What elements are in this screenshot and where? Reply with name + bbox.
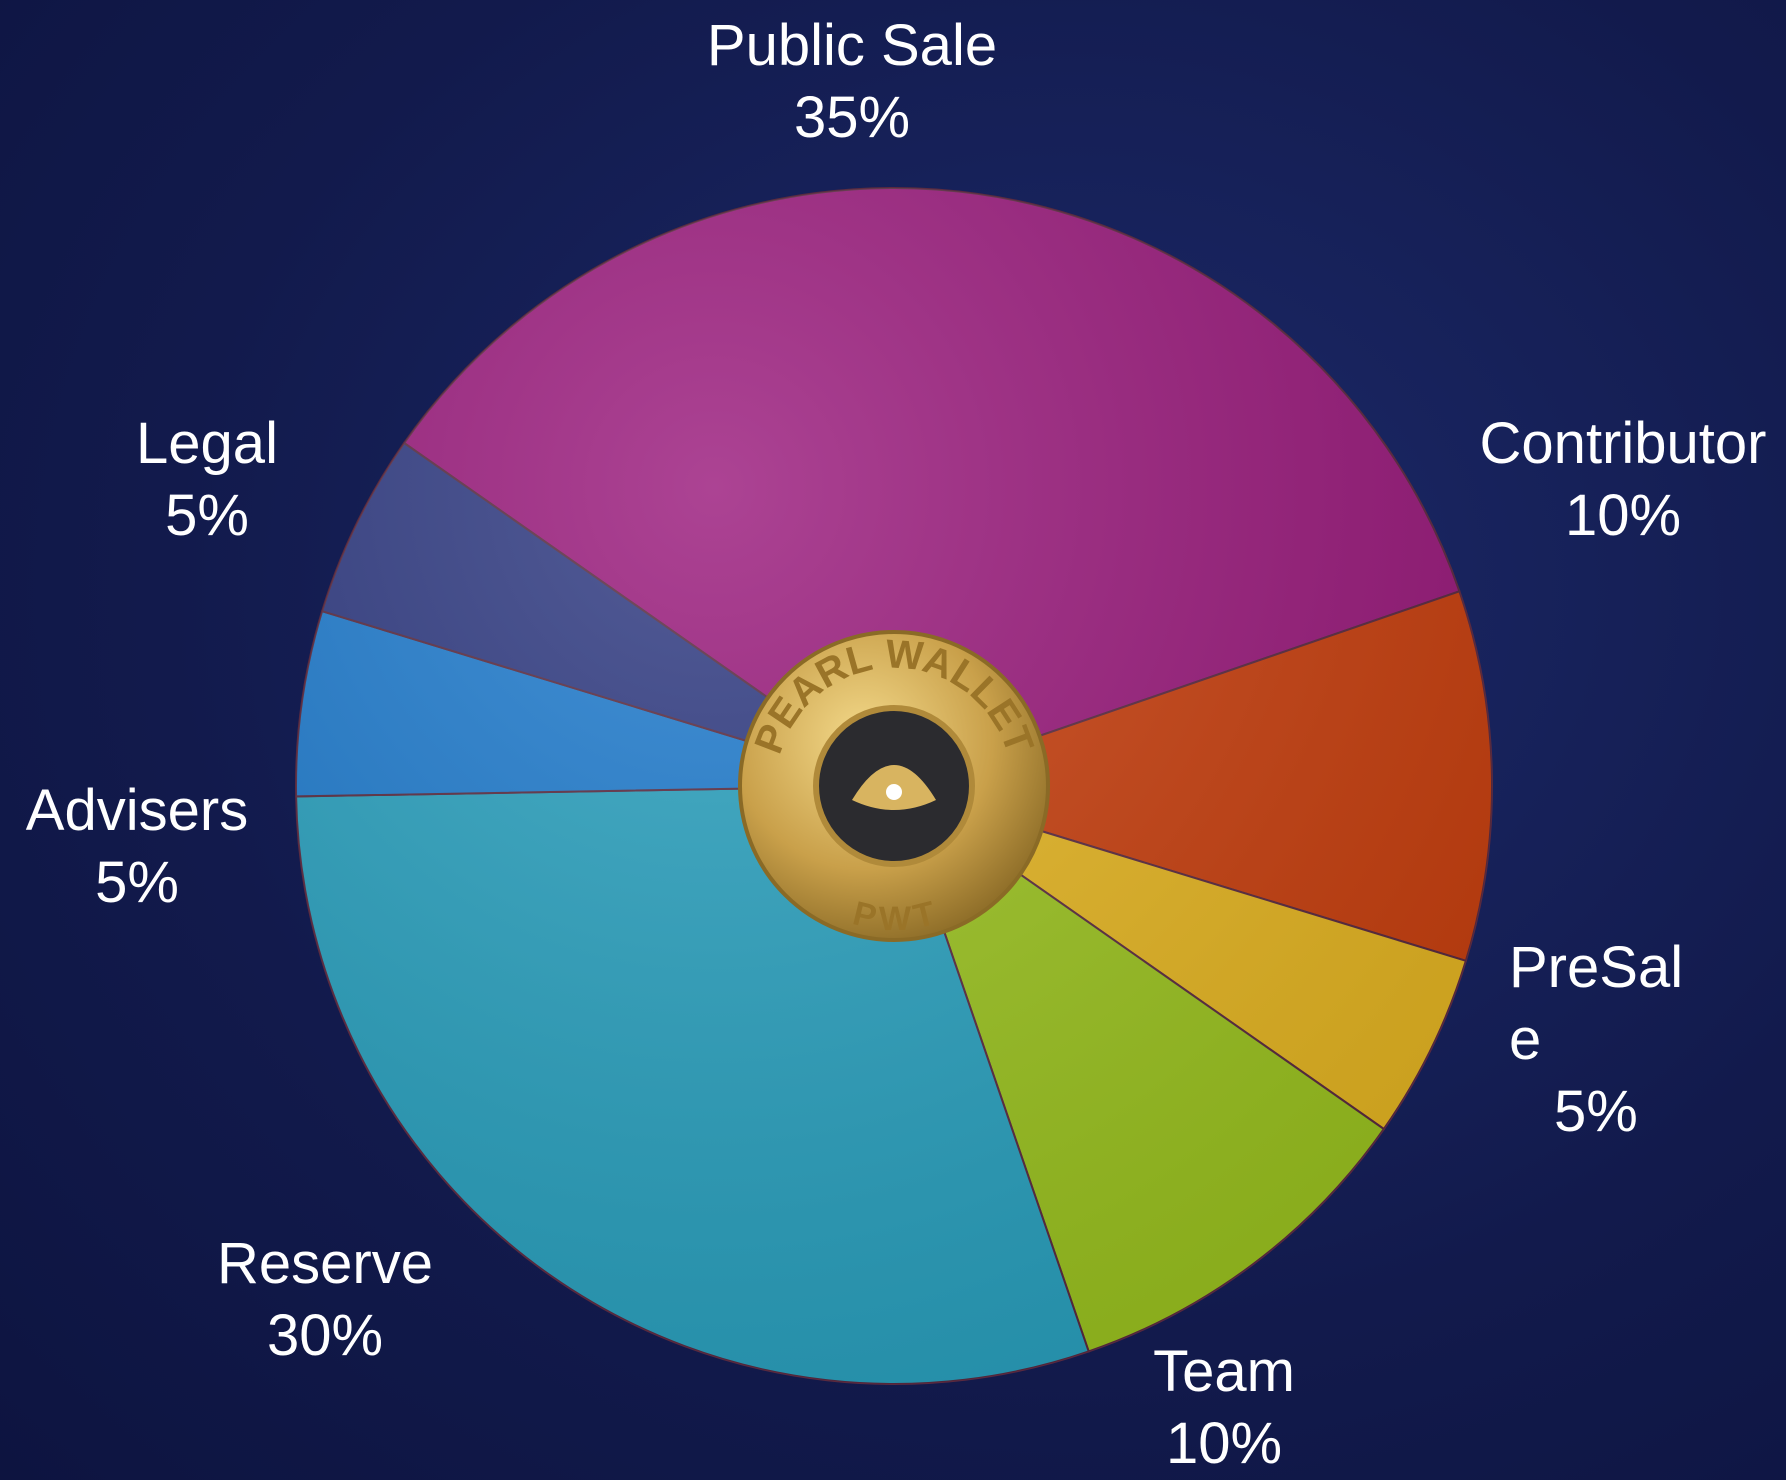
category-name: Reserve xyxy=(217,1231,433,1296)
category-name: Advisers xyxy=(25,778,249,843)
slice-label: PreSale 5% xyxy=(1509,932,1694,1148)
slice-label: Advisers 5% xyxy=(26,775,248,919)
logo: PEARL WALLET PWT xyxy=(738,630,1050,942)
value-label: 35% xyxy=(793,85,911,150)
value-label: 30% xyxy=(266,1303,384,1368)
slice-label: Team 10% xyxy=(1153,1336,1295,1480)
slice-label: Public Sale 35% xyxy=(707,10,997,154)
category-name: Team xyxy=(1153,1339,1295,1404)
value-label: 10% xyxy=(1564,483,1682,548)
logo-ticker: PWT xyxy=(849,894,939,938)
slice-label: Reserve 30% xyxy=(217,1228,433,1372)
value-label: 5% xyxy=(95,850,179,915)
slice-label: Legal 5% xyxy=(136,408,278,552)
slice-label: Contributor 10% xyxy=(1480,408,1767,552)
value-label: 5% xyxy=(1554,1079,1638,1144)
category-name: PreSale xyxy=(1509,935,1684,1072)
category-name: Public Sale xyxy=(706,13,998,78)
value-label: 5% xyxy=(165,483,249,548)
pearl xyxy=(886,784,902,800)
value-label: 10% xyxy=(1165,1411,1283,1476)
category-name: Legal xyxy=(136,411,278,476)
category-name: Contributor xyxy=(1479,411,1767,476)
